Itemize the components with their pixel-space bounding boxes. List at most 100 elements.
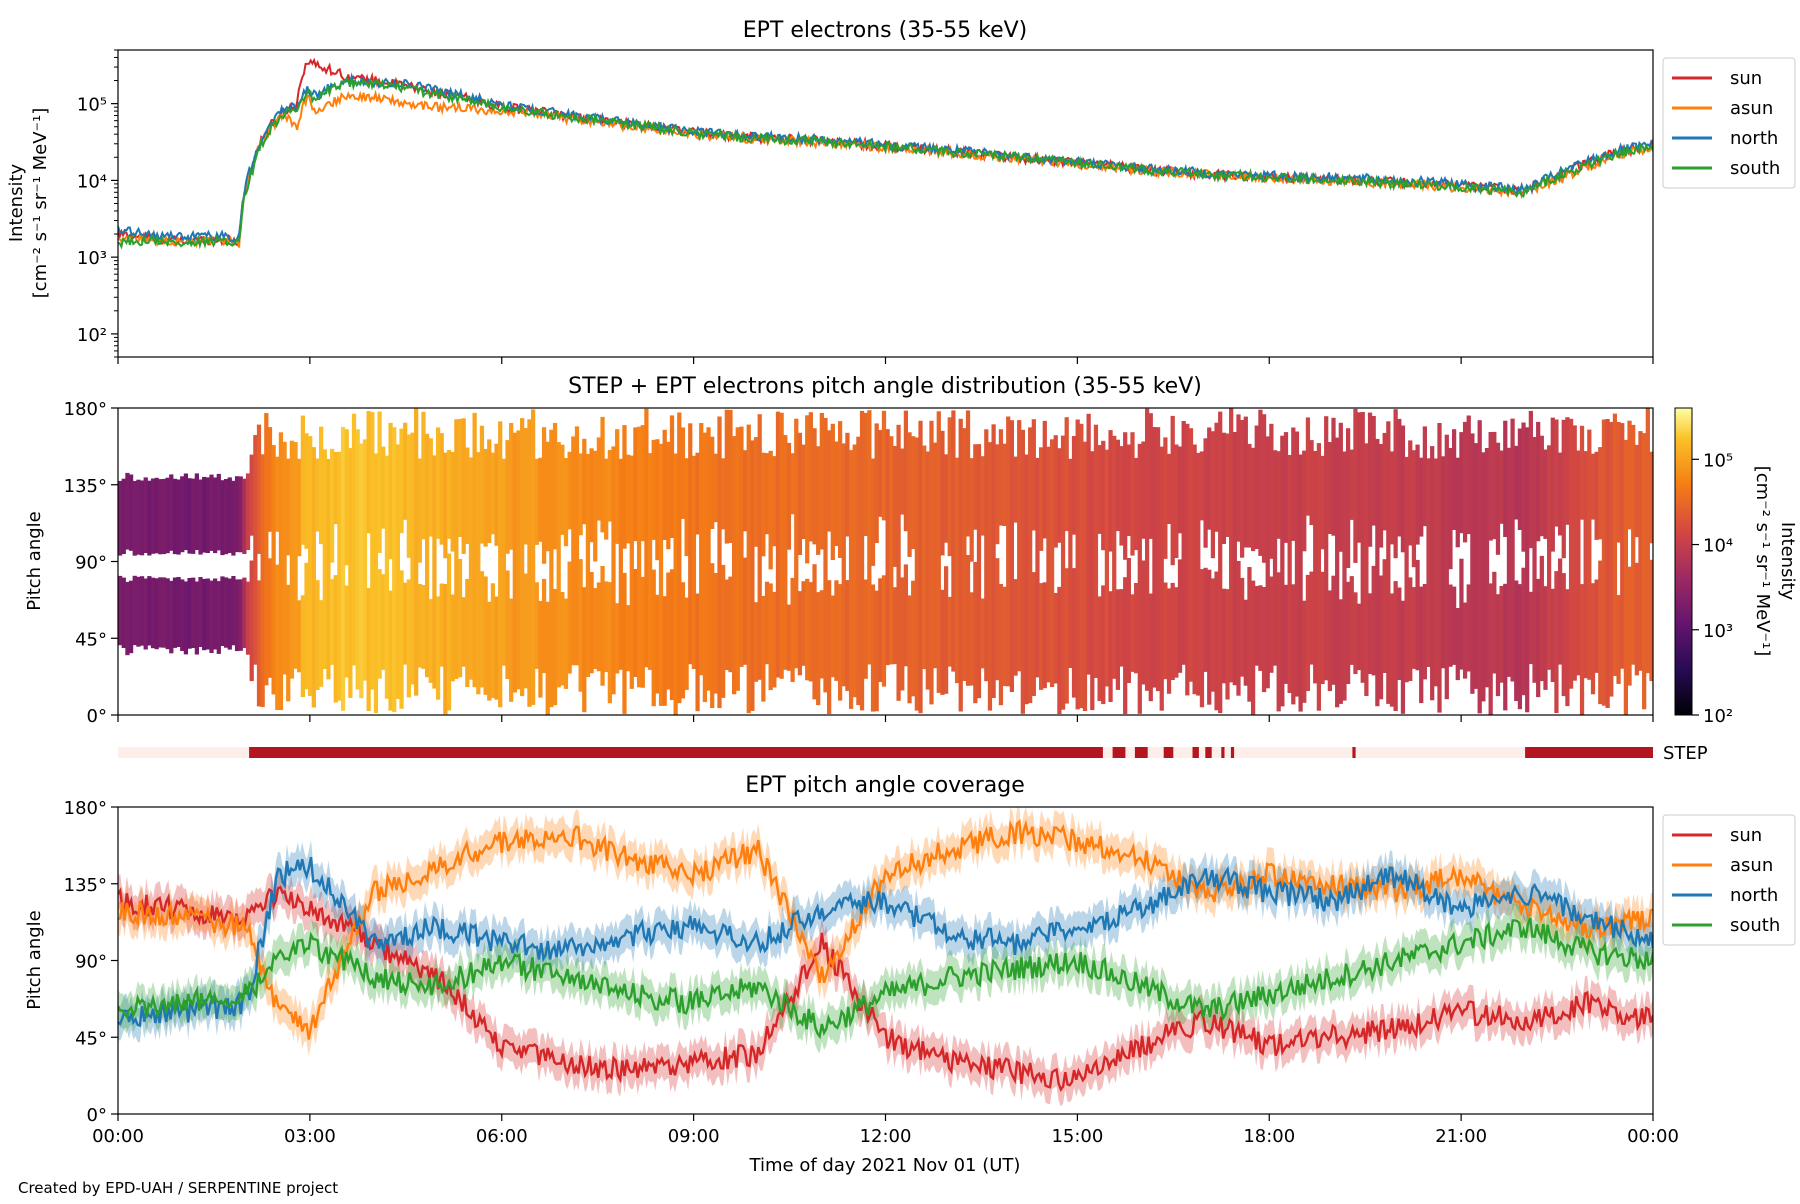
pad-heatmap-cell (1557, 452, 1563, 536)
pad-heatmap-cell (735, 427, 740, 691)
pad-ytick-label-0: 0° (87, 706, 107, 727)
pad-heatmap-cell (596, 437, 602, 521)
pad-heatmap-cell (1101, 585, 1106, 705)
intensity-ytick-label-3: 10⁵ (77, 95, 107, 116)
pad-heatmap-cell (662, 429, 667, 540)
pad-heatmap-cell (1353, 592, 1358, 674)
pad-heatmap-cell (578, 559, 583, 692)
step-coverage-bar-5 (1205, 747, 1212, 758)
coverage-series-north (118, 856, 1653, 1028)
pad-heatmap-cell (940, 589, 945, 695)
pad-heatmap-cell (1492, 571, 1497, 674)
pad-heatmap-cell (830, 423, 835, 560)
pad-heatmap-cell (242, 478, 247, 554)
pad-heatmap-cell (801, 581, 806, 666)
pad-heatmap-cell (1057, 586, 1062, 714)
pad-heatmap-cell (399, 428, 404, 534)
pad-heatmap-cell (611, 446, 616, 695)
pad-heatmap-cell (1071, 568, 1077, 698)
pad-heatmap-cell (1082, 441, 1088, 711)
pad-heatmap-cell (834, 580, 839, 681)
pad-heatmap-cell (1024, 454, 1029, 705)
xtick-label-8: 00:00 (1627, 1126, 1679, 1147)
pad-heatmap-cell (260, 454, 265, 707)
pad-heatmap-cell (132, 481, 137, 556)
pad-heatmap-cell (1338, 599, 1343, 704)
pad-heatmap-cell (1565, 589, 1570, 707)
pad-heatmap-cell (534, 458, 539, 545)
pad-heatmap-cell (538, 600, 543, 698)
pad-heatmap-cell (1123, 577, 1128, 714)
pad-heatmap-cell (1057, 448, 1062, 543)
xtick-label-7: 21:00 (1435, 1126, 1487, 1147)
pad-heatmap-cell (1451, 429, 1457, 530)
pad-heatmap-cell (688, 423, 693, 665)
pad-heatmap-cell (1451, 586, 1457, 665)
pad-heatmap-cell (545, 601, 550, 715)
pad-heatmap-cell (695, 593, 700, 712)
pad-heatmap-cell (180, 476, 185, 553)
pad-heatmap-cell (483, 576, 488, 695)
pad-heatmap-cell (768, 450, 773, 570)
pad-heatmap-cell (699, 423, 704, 676)
colorbar-tick-label-2: 10⁴ (1703, 536, 1733, 557)
pad-heatmap-cell (344, 585, 349, 678)
pad-heatmap-cell (976, 444, 982, 699)
pad-heatmap-cell (1159, 446, 1164, 711)
pad-heatmap-cell (1356, 412, 1362, 543)
pad-heatmap-cell (479, 571, 485, 688)
pad-heatmap-cell (812, 428, 817, 545)
pad-heatmap-cell (125, 581, 130, 656)
pad-heatmap (118, 408, 1653, 715)
pad-heatmap-cell (1495, 442, 1501, 555)
pad-heatmap-cell (578, 453, 583, 536)
pad-heatmap-cell (242, 577, 247, 648)
pad-heatmap-cell (1265, 436, 1270, 689)
pad-heatmap-cell (845, 580, 850, 691)
intensity-series-south (118, 76, 1653, 250)
pad-heatmap-cell (808, 412, 813, 542)
coverage-panel: EPT pitch angle coverage 0° 45° 90° 135° 180… (24, 773, 1796, 1147)
pad-heatmap-cell (450, 594, 455, 682)
pad-heatmap-cell (1561, 419, 1566, 559)
pad-heatmap-cell (1605, 419, 1610, 708)
pad-heatmap-cell (742, 557, 748, 665)
pad-heatmap-cell (428, 438, 433, 537)
pad-heatmap-cell (1521, 567, 1526, 696)
pad-heatmap-cell (870, 458, 876, 566)
pad-heatmap-cell (150, 577, 156, 649)
pad-heatmap-cell (395, 444, 401, 699)
pad-heatmap-cell (1225, 433, 1230, 537)
pad-heatmap-cell (143, 578, 148, 650)
pad-heatmap-cell (640, 425, 645, 542)
pad-heatmap-cell (1627, 420, 1632, 530)
pad-heatmap-cell (417, 584, 422, 668)
pad-heatmap-cell (472, 412, 477, 688)
pad-heatmap-cell (384, 455, 390, 699)
pad-heatmap-cell (143, 477, 148, 553)
pad-heatmap-cell (629, 455, 634, 689)
pad-heatmap-cell (1353, 408, 1358, 563)
pad-heatmap-cell (194, 473, 199, 550)
pad-heatmap-cell (1327, 590, 1332, 692)
pad-heatmap-cell (1331, 417, 1336, 536)
pad-heatmap-cell (721, 458, 726, 530)
pad-heatmap-cell (435, 596, 441, 700)
pad-heatmap-cell (710, 436, 715, 529)
pad-heatmap-cell (231, 576, 236, 646)
pad-heatmap-cell (1649, 559, 1653, 682)
pad-heatmap-cell (315, 458, 320, 532)
pad-heatmap-cell (1331, 575, 1336, 685)
pad-heatmap-cell (300, 415, 305, 545)
pad-heatmap-cell (439, 433, 444, 545)
pad-heatmap-cell (183, 581, 189, 655)
pad-heatmap-cell (468, 457, 474, 680)
pad-heatmap-cell (1525, 427, 1530, 713)
pad-heatmap-cell (238, 579, 243, 651)
pad-heatmap-cell (1488, 432, 1493, 541)
pad-heatmap-cell (1506, 447, 1512, 677)
pad-heatmap-cell (761, 595, 766, 702)
pad-heatmap-cell (1335, 437, 1340, 708)
pad-heatmap-cell (205, 477, 210, 553)
